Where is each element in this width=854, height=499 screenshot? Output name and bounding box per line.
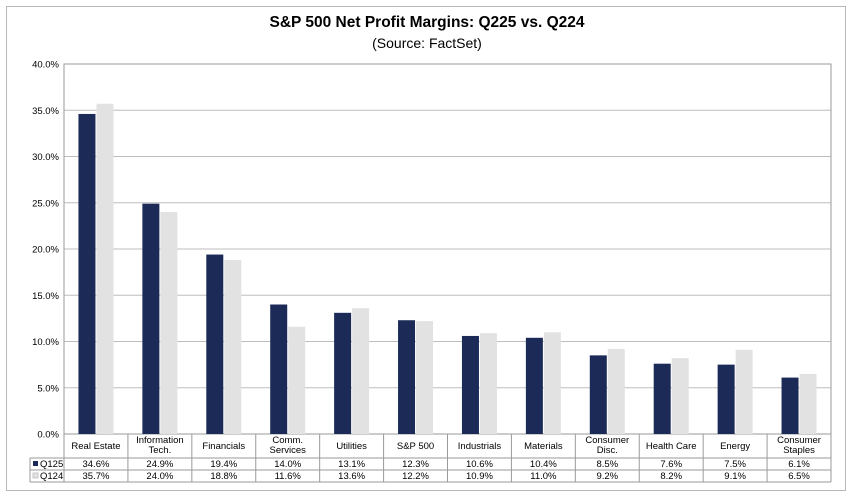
data-label-q125: 13.1% <box>338 459 365 470</box>
chart-frame <box>6 6 846 491</box>
data-label-q124: 18.8% <box>210 471 237 482</box>
bar-q125 <box>653 363 671 434</box>
bar-q124 <box>799 373 817 434</box>
y-tick-label: 35.0% <box>32 106 59 117</box>
bar-q125 <box>461 335 479 434</box>
legend-label-q125: Q125 <box>40 459 63 470</box>
data-label-q124: 9.1% <box>724 471 746 482</box>
category-label: Materials <box>524 441 563 452</box>
bar-q125 <box>270 304 288 434</box>
data-label-q124: 8.2% <box>660 471 682 482</box>
bar-q125 <box>142 203 160 434</box>
y-tick-label: 30.0% <box>32 152 59 163</box>
category-label: Energy <box>720 441 750 452</box>
bar-q125 <box>781 377 799 434</box>
y-tick-label: 40.0% <box>32 60 59 71</box>
data-label-q125: 7.5% <box>724 459 746 470</box>
category-label: Consumer <box>777 435 821 446</box>
bar-q124 <box>96 103 114 435</box>
category-label: Consumer <box>585 435 629 446</box>
category-label: Information <box>136 435 184 446</box>
data-label-q124: 35.7% <box>82 471 109 482</box>
bar-q125 <box>398 320 416 434</box>
category-label: Health Care <box>646 441 697 452</box>
legend-key-q125 <box>33 461 38 466</box>
bars <box>78 103 817 435</box>
category-label: Disc. <box>597 445 618 456</box>
category-label: Financials <box>202 441 245 452</box>
legend-label-q124: Q124 <box>40 471 63 482</box>
bar-q124 <box>288 326 306 434</box>
category-label: Services <box>269 445 306 456</box>
data-label-q125: 24.9% <box>146 459 173 470</box>
data-label-q125: 7.6% <box>660 459 682 470</box>
data-label-q125: 12.3% <box>402 459 429 470</box>
y-axis: 0.0% 5.0% 10.0% 15.0% 20.0% 25.0% 30.0% 35.0% 40… <box>32 60 59 441</box>
category-label: Tech. <box>149 445 172 456</box>
data-label-q124: 11.0% <box>530 471 557 482</box>
y-tick-label: 10.0% <box>32 337 59 348</box>
bar-q124 <box>543 332 561 434</box>
data-label-q125: 19.4% <box>210 459 237 470</box>
y-tick-label: 15.0% <box>32 291 59 302</box>
category-label: S&P 500 <box>397 441 434 452</box>
bar-q124 <box>479 333 497 434</box>
data-label-q125: 6.1% <box>788 459 810 470</box>
bar-q124 <box>352 308 370 434</box>
y-tick-label: 25.0% <box>32 198 59 209</box>
category-label: Industrials <box>458 441 502 452</box>
data-label-q125: 8.5% <box>596 459 618 470</box>
data-label-q124: 12.2% <box>402 471 429 482</box>
chart-subtitle: (Source: FactSet) <box>372 35 482 51</box>
data-label-q125: 10.4% <box>530 459 557 470</box>
data-label-q124: 11.6% <box>275 471 302 482</box>
bar-q125 <box>525 337 543 434</box>
category-label: Real Estate <box>71 441 120 452</box>
data-label-q124: 9.2% <box>596 471 618 482</box>
y-tick-label: 20.0% <box>32 245 59 256</box>
data-label-q124: 13.6% <box>338 471 365 482</box>
y-tick-label: 5.0% <box>37 383 59 394</box>
bar-q124 <box>416 321 434 434</box>
gridlines <box>63 63 832 435</box>
bar-q125 <box>206 254 224 434</box>
bar-q124 <box>160 212 178 434</box>
bar-q125 <box>334 312 352 434</box>
legend-key-q124 <box>32 472 39 479</box>
data-label-q124: 24.0% <box>146 471 173 482</box>
data-label-q124: 6.5% <box>788 471 810 482</box>
data-label-q124: 10.9% <box>466 471 493 482</box>
data-label-q125: 34.6% <box>82 459 109 470</box>
bar-q125 <box>78 113 96 434</box>
bar-q124 <box>224 260 242 434</box>
bar-q125 <box>717 364 735 434</box>
bar-q125 <box>589 355 607 434</box>
category-label: Staples <box>783 445 815 456</box>
category-label: Comm. <box>272 435 303 446</box>
y-tick-label: 0.0% <box>37 430 59 441</box>
bar-q124 <box>735 349 753 434</box>
bar-q124 <box>671 358 689 434</box>
category-label: Utilities <box>336 441 367 452</box>
data-label-q125: 14.0% <box>274 459 301 470</box>
bar-q124 <box>607 348 625 434</box>
data-label-q125: 10.6% <box>466 459 493 470</box>
chart-title: S&P 500 Net Profit Margins: Q225 vs. Q22… <box>269 14 585 31</box>
